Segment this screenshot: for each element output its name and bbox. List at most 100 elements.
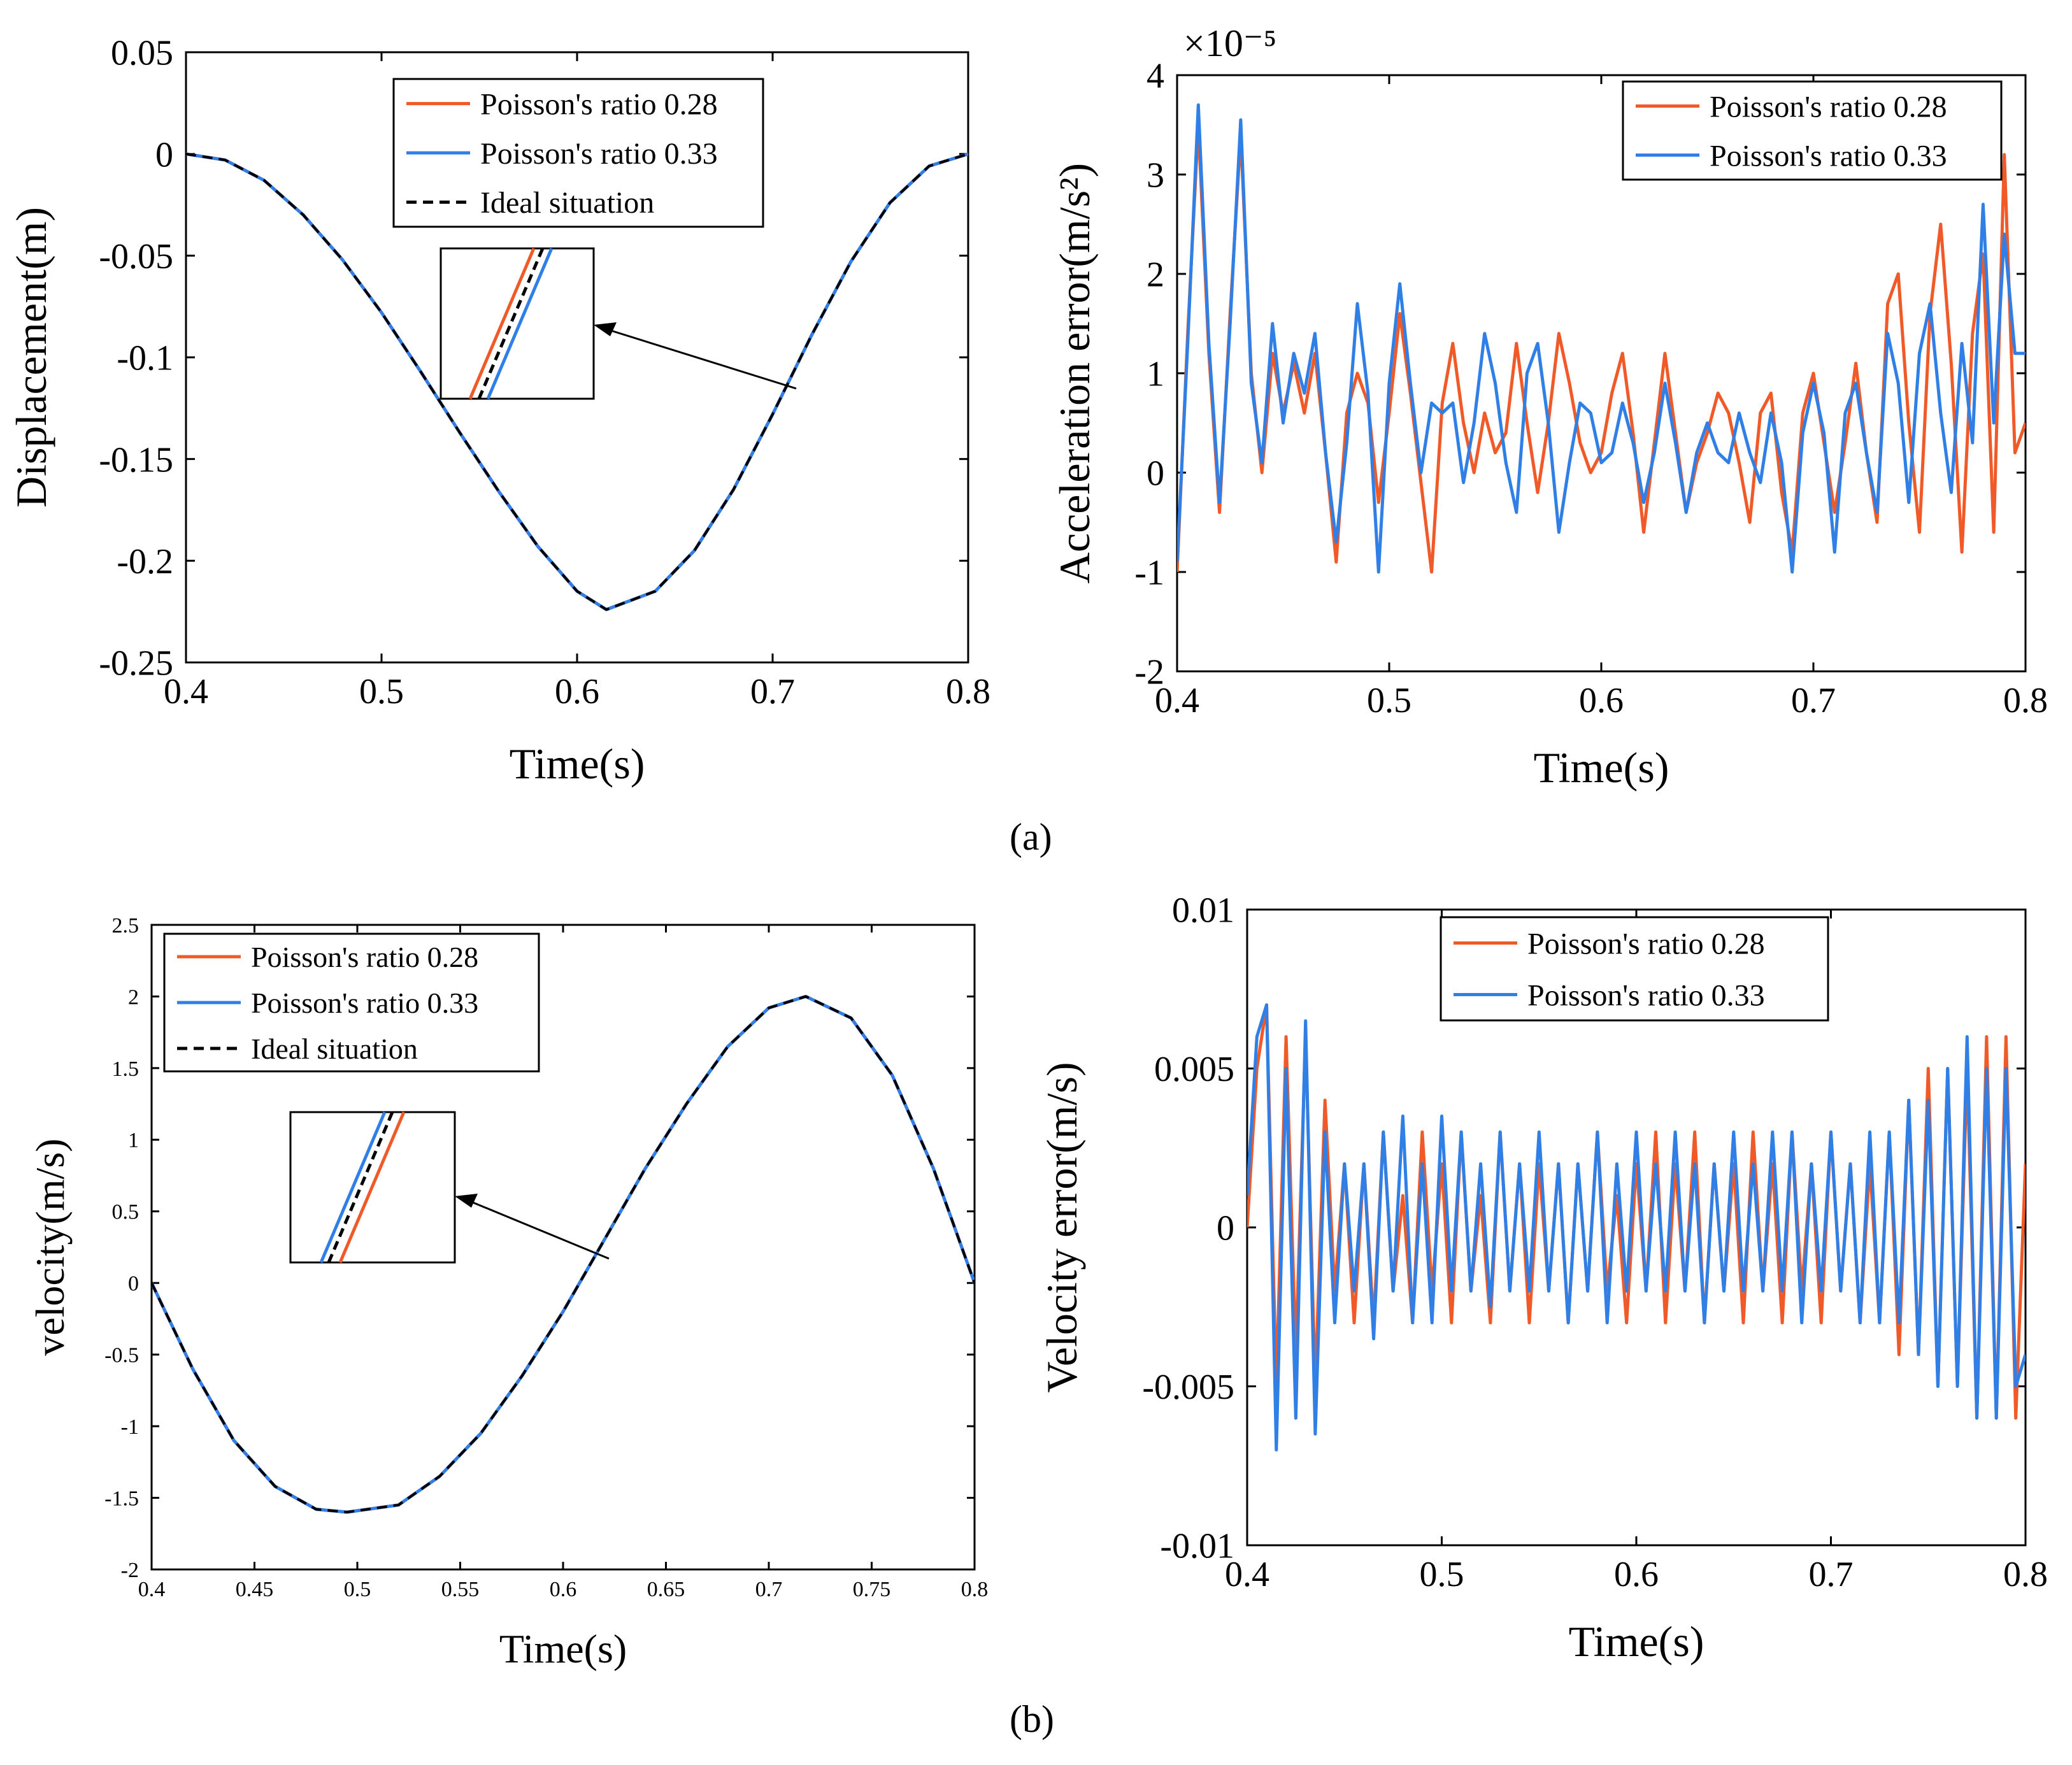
x-tick-label: 0.4 (1155, 681, 1199, 720)
legend-entry: Poisson's ratio 0.33 (1710, 139, 1947, 173)
x-tick-label: 0.7 (750, 672, 795, 711)
legend: Poisson's ratio 0.28 Poisson's ratio 0.33… (392, 78, 764, 228)
inset-line (468, 248, 536, 399)
inset-line (319, 1111, 387, 1263)
y-tick-label: -1 (121, 1415, 139, 1439)
y-axis-label: velocity(m/s) (27, 1138, 73, 1355)
legend-entry: Poisson's ratio 0.28 (251, 941, 478, 973)
y-tick-label: -0.25 (99, 644, 173, 683)
y-tick-label: 0 (1217, 1209, 1234, 1248)
x-axis-label: Time(s) (510, 740, 645, 788)
series-line-0 (1177, 123, 2026, 574)
inset-arrow-head (594, 322, 617, 336)
legend-entry: Poisson's ratio 0.33 (480, 137, 718, 171)
y-tick-label: 1.5 (112, 1057, 139, 1081)
x-tick-label: 0.4 (1225, 1555, 1269, 1594)
y-tick-label: -0.15 (99, 440, 173, 480)
legend: Poisson's ratio 0.28 Poisson's ratio 0.33 (1440, 916, 1829, 1022)
x-tick-label: 0.8 (2003, 681, 2048, 720)
x-tick-label: 0.8 (2003, 1555, 2048, 1594)
inset-line (486, 248, 554, 399)
y-tick-label: 0.01 (1172, 891, 1234, 931)
legend-box (1622, 80, 2003, 181)
series-line-1 (1247, 1003, 2026, 1452)
y-tick-label: 0 (155, 135, 173, 175)
panel-label-a: (a) (1010, 816, 1052, 858)
y-tick-label: 0 (1147, 454, 1164, 494)
y-tick-label: -0.1 (117, 339, 173, 378)
x-tick-label: 0.6 (555, 672, 599, 711)
inset-arrow-head (455, 1194, 478, 1208)
series-line-1 (152, 994, 975, 1514)
x-tick-label: 0.45 (236, 1578, 274, 1601)
series-line-1 (1177, 103, 2026, 574)
legend-entry: Poisson's ratio 0.28 (1527, 927, 1765, 961)
inset-arrow-line (469, 1200, 610, 1260)
series-line-0 (1247, 1003, 2026, 1420)
y-tick-label: 4 (1147, 57, 1164, 96)
inset-frame (439, 247, 595, 400)
y-tick-label: 1 (128, 1129, 139, 1152)
inset-zoom (439, 247, 797, 400)
y-tick-label: 2 (1147, 255, 1164, 295)
chart-velocity_error: 0.4 0.5 0.6 0.7 0.8 0.01 0.005 0 -0.005 -0.01 Time… (1038, 891, 2048, 1666)
legend-entry: Poisson's ratio 0.28 (1710, 90, 1947, 124)
legend: Poisson's ratio 0.28 Poisson's ratio 0.33 (1622, 80, 2003, 181)
chart-displacement: 0.4 0.5 0.6 0.7 0.8 0.05 0 -0.05 -0.1 -0.15 -0.2 -0… (7, 34, 990, 788)
y-tick-label: 0.05 (111, 34, 173, 73)
x-tick-label: 0.7 (1791, 681, 1836, 720)
y-tick-label: 1 (1147, 355, 1164, 394)
y-tick-label: 3 (1147, 156, 1164, 196)
y-tick-label: -0.5 (104, 1344, 139, 1368)
series-line-2 (152, 995, 975, 1513)
panel-label-b: (b) (1010, 1698, 1054, 1740)
series-line-0 (152, 994, 975, 1514)
legend-entry: Poisson's ratio 0.28 (480, 87, 718, 121)
chart-acceleration_error: 0.4 0.5 0.6 0.7 0.8 4 3 2 1 0 -1 -2 Time(s) Accelerat… (1050, 22, 2048, 792)
y-tick-label: -1.5 (104, 1487, 139, 1510)
y-axis-label: Displacement(m) (7, 207, 55, 508)
x-tick-label: 0.5 (1420, 1555, 1464, 1594)
legend-box (1440, 916, 1829, 1022)
y-tick-label: -1 (1134, 554, 1164, 593)
y-tick-label: 0.005 (1154, 1050, 1234, 1089)
x-axis-label: Time(s) (499, 1626, 627, 1671)
inset-arrow-line (608, 329, 797, 390)
legend-entry: Poisson's ratio 0.33 (1527, 978, 1765, 1012)
y-tick-label: -0.01 (1160, 1527, 1234, 1566)
x-tick-label: 0.5 (359, 672, 404, 711)
x-tick-label: 0.6 (550, 1578, 577, 1601)
x-tick-label: 0.5 (344, 1578, 371, 1601)
x-axis-label: Time(s) (1534, 743, 1669, 792)
x-axis-label: Time(s) (1569, 1617, 1704, 1666)
legend: Poisson's ratio 0.28 Poisson's ratio 0.33… (163, 933, 540, 1073)
y-axis-label: Acceleration error(m/s²) (1050, 163, 1099, 583)
x-tick-label: 0.75 (853, 1578, 891, 1601)
y-tick-label: 0 (128, 1272, 139, 1296)
x-tick-label: 0.8 (946, 672, 990, 711)
x-tick-label: 0.55 (441, 1578, 480, 1601)
y-axis-label: Velocity error(m/s) (1038, 1062, 1086, 1392)
y-tick-label: 2.5 (112, 914, 139, 938)
y-tick-label: 2 (128, 985, 139, 1009)
y-tick-label: -2 (121, 1559, 139, 1582)
y-tick-label: 0.5 (112, 1201, 139, 1224)
inset-zoom (289, 1111, 610, 1264)
legend-entry: Ideal situation (480, 186, 654, 220)
x-tick-label: 0.7 (1809, 1555, 1854, 1594)
chart-velocity: 0.4 0.45 0.5 0.55 0.6 0.65 0.7 0.75 0.8 2.5 2 1.5 1 0… (27, 914, 988, 1671)
y-multiplier-label: ×10⁻⁵ (1183, 22, 1276, 64)
legend-entry: Ideal situation (251, 1033, 418, 1065)
inset-line (338, 1111, 406, 1263)
x-tick-label: 0.8 (961, 1578, 989, 1601)
legend-entry: Poisson's ratio 0.33 (251, 987, 478, 1019)
x-tick-label: 0.6 (1614, 1555, 1659, 1594)
y-tick-label: -2 (1134, 653, 1164, 692)
x-tick-label: 0.4 (138, 1578, 166, 1601)
x-tick-label: 0.7 (755, 1578, 783, 1601)
y-tick-label: -0.005 (1142, 1368, 1234, 1407)
x-tick-label: 0.4 (164, 672, 208, 711)
x-tick-label: 0.5 (1367, 681, 1411, 720)
x-tick-label: 0.65 (647, 1578, 685, 1601)
